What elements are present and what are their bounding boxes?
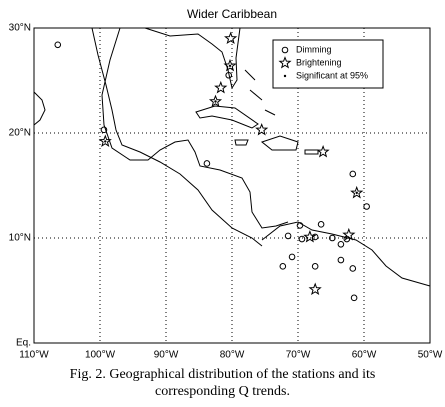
significance-marker	[104, 140, 107, 143]
dimming-marker	[337, 241, 345, 248]
dimming-marker	[349, 265, 357, 272]
x-tick-label: 60°W	[352, 350, 377, 361]
y-tick-label: Eq.	[16, 338, 31, 349]
coastlines	[33, 27, 431, 287]
brightening-marker	[208, 94, 223, 108]
significance-marker	[214, 100, 217, 103]
dimming-marker	[329, 234, 336, 242]
dimming-marker	[349, 170, 357, 178]
legend-label: Brightening	[296, 57, 342, 67]
dimming-marker	[350, 294, 358, 302]
legend-label: Dimming	[296, 44, 332, 54]
legend-label: Significant at 95%	[296, 70, 368, 80]
island	[234, 139, 249, 146]
island	[260, 135, 299, 151]
brightening-marker	[98, 134, 112, 147]
coastline	[261, 221, 431, 287]
x-tick-label: 70°W	[286, 350, 311, 361]
dimming-marker	[311, 263, 319, 270]
dimming-marker	[54, 41, 62, 49]
y-tick-label: 10°N	[9, 233, 31, 244]
island	[304, 149, 319, 155]
caption: Fig. 2. Geographical distribution of the…	[69, 367, 376, 399]
dimming-marker	[225, 71, 232, 79]
significance-marker	[228, 64, 232, 68]
significance-marker	[355, 191, 358, 195]
x-tick-label: 90°W	[154, 350, 179, 361]
coastline	[101, 27, 289, 229]
dimming-marker	[298, 235, 306, 243]
brightening-marker	[224, 31, 238, 45]
brightening-marker	[308, 282, 322, 296]
dimming-marker	[296, 222, 304, 229]
brightening-marker	[255, 123, 269, 136]
dimming-marker	[363, 203, 370, 210]
dimming-marker	[100, 126, 108, 134]
map: Wider Caribbean Dimming Brightening Signif…	[9, 7, 443, 361]
dimming-marker	[317, 221, 325, 228]
island	[244, 69, 276, 116]
significance-marker	[283, 74, 287, 78]
brightening-marker	[303, 229, 317, 243]
x-tick-label: 50°W	[418, 350, 443, 361]
brightening-marker	[316, 144, 330, 158]
brightening-marker	[342, 227, 356, 241]
dimming-marker	[284, 232, 292, 240]
island	[195, 105, 259, 129]
dimming-marker	[337, 256, 345, 264]
x-tick-label: 80°W	[220, 350, 245, 361]
dimming-marker	[281, 46, 289, 54]
brightening-marker	[278, 56, 292, 69]
coastline	[33, 91, 46, 126]
x-tick-label: 110°W	[19, 350, 49, 361]
dimming-marker	[279, 263, 287, 270]
dimming-marker	[203, 160, 211, 167]
legend: Dimming Brightening Significant at 95%	[272, 39, 384, 89]
dimming-marker	[288, 253, 296, 261]
y-tick-label: 30°N	[9, 23, 31, 34]
brightening-marker	[223, 58, 237, 72]
legend-box	[272, 39, 384, 89]
map-title: Wider Caribbean	[187, 7, 277, 21]
brightening-marker	[214, 80, 228, 94]
x-tick-label: 100°W	[85, 350, 116, 361]
brightening-marker	[350, 185, 364, 199]
y-tick-label: 20°N	[9, 128, 31, 139]
coastline	[91, 27, 263, 247]
coastline	[144, 27, 241, 90]
